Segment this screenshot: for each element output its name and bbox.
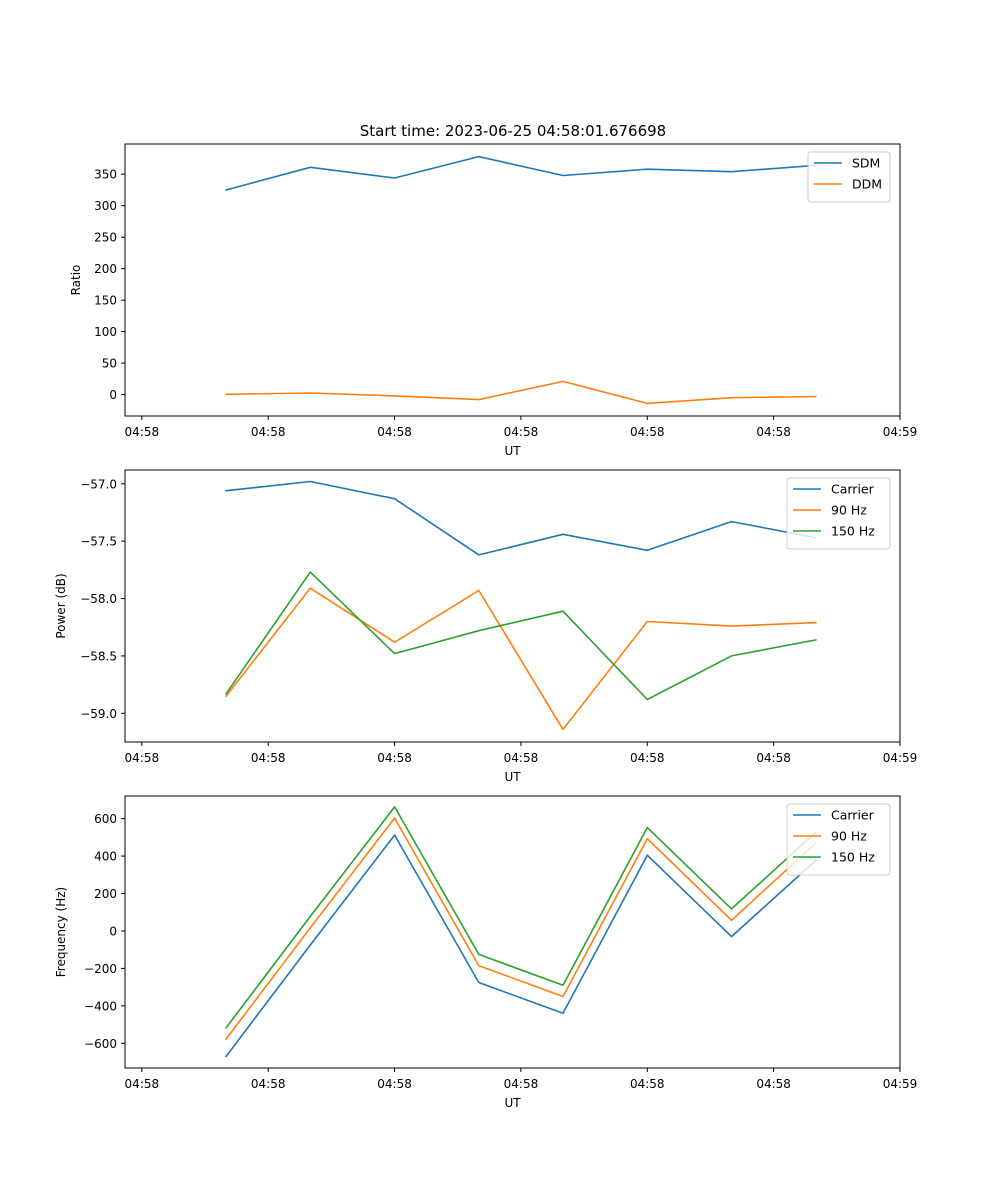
ratio-series-line-ddm: [225, 380, 817, 405]
ratio-legend: [807, 151, 891, 203]
power-y-tick-label: −58.5: [80, 649, 117, 663]
ratio-y-tick-label: 150: [94, 294, 117, 308]
frequency-y-tick-label: −200: [84, 962, 117, 976]
ratio-x-tick-label: 04:59: [883, 425, 918, 439]
power-legend-label: Carrier: [831, 482, 875, 497]
ratio-y-tick-label: 250: [94, 231, 117, 245]
ratio-x-tick-label: 04:58: [756, 425, 791, 439]
frequency-y-tick-label: 0: [109, 924, 117, 938]
frequency-panel: 04:58 04:58 04:58 04:58 04:58 04:58 04:59 −600 −…: [54, 795, 918, 1110]
power-panel: 04:58 04:58 04:58 04:58 04:58 04:58 04:59 −59.0…: [54, 469, 918, 784]
power-x-tick-label: 04:58: [630, 751, 665, 765]
power-legend-label: 90 Hz: [831, 503, 867, 518]
ratio-y-tick-label: 300: [94, 199, 117, 213]
frequency-x-tick-label: 04:58: [756, 1077, 791, 1091]
frequency-y-tick-label: 400: [94, 850, 117, 864]
power-x-tick-label: 04:58: [377, 751, 412, 765]
ratio-x-tick-label: 04:58: [504, 425, 539, 439]
ratio-y-tick-label: 350: [94, 168, 117, 182]
figure-title: Start time: 2023-06-25 04:58:01.676698: [360, 122, 666, 140]
ratio-series-line-sdm: [225, 155, 817, 191]
power-y-tick-label: −59.0: [80, 707, 117, 721]
ratio-axes-frame: [124, 143, 901, 417]
ratio-y-tick-label: 200: [94, 262, 117, 276]
frequency-x-tick-label: 04:59: [883, 1077, 918, 1091]
ratio-x-tick-label: 04:58: [630, 425, 665, 439]
frequency-y-tick-label: 200: [94, 887, 117, 901]
frequency-x-axis-label: UT: [504, 1096, 521, 1110]
frequency-x-tick-label: 04:58: [504, 1077, 539, 1091]
ratio-y-tick-label: 0: [109, 388, 117, 402]
power-x-tick-label: 04:58: [125, 751, 160, 765]
power-y-tick-label: −58.0: [80, 592, 117, 606]
power-x-axis-label: UT: [504, 770, 521, 784]
frequency-y-tick-label: −600: [84, 1037, 117, 1051]
frequency-series-line-150-hz: [224, 806, 817, 1029]
power-x-tick-label: 04:58: [504, 751, 539, 765]
frequency-x-tick-label: 04:58: [630, 1077, 665, 1091]
frequency-y-tick-label: 600: [94, 812, 117, 826]
frequency-legend-label: 150 Hz: [831, 850, 875, 865]
ratio-y-tick-label: 100: [94, 325, 117, 339]
power-series-line-90-hz: [224, 587, 817, 731]
frequency-series-line-90-hz: [224, 817, 817, 1041]
power-series-line-150-hz: [224, 571, 817, 701]
ratio-x-tick-label: 04:58: [251, 425, 286, 439]
frequency-x-tick-label: 04:58: [125, 1077, 160, 1091]
power-y-tick-label: −57.5: [80, 535, 117, 549]
frequency-y-axis-label: Frequency (Hz): [54, 887, 68, 978]
power-x-tick-label: 04:58: [251, 751, 286, 765]
ratio-y-tick-label: 50: [102, 357, 117, 371]
frequency-y-tick-label: −400: [84, 999, 117, 1013]
frequency-x-tick-label: 04:58: [251, 1077, 286, 1091]
frequency-legend-label: Carrier: [831, 808, 875, 823]
frequency-axes-frame: [124, 795, 901, 1069]
power-x-tick-label: 04:59: [883, 751, 918, 765]
frequency-x-tick-label: 04:58: [377, 1077, 412, 1091]
ratio-x-axis-label: UT: [504, 444, 521, 458]
power-y-tick-label: −57.0: [80, 477, 117, 491]
frequency-legend-label: 90 Hz: [831, 829, 867, 844]
ratio-legend-label: DDM: [852, 177, 882, 192]
power-axes-frame: [124, 469, 901, 743]
ratio-x-tick-label: 04:58: [125, 425, 160, 439]
ratio-panel: 04:58 04:58 04:58 04:58 04:58 04:58 04:59 0 50 10…: [69, 143, 918, 458]
ratio-y-axis-label: Ratio: [69, 265, 83, 296]
ratio-legend-label: SDM: [852, 156, 880, 171]
power-y-axis-label: Power (dB): [54, 573, 68, 638]
power-series-line-carrier: [225, 480, 817, 556]
power-legend-label: 150 Hz: [831, 524, 875, 539]
ratio-x-tick-label: 04:58: [377, 425, 412, 439]
frequency-series-line-carrier: [224, 834, 817, 1058]
power-x-tick-label: 04:58: [756, 751, 791, 765]
